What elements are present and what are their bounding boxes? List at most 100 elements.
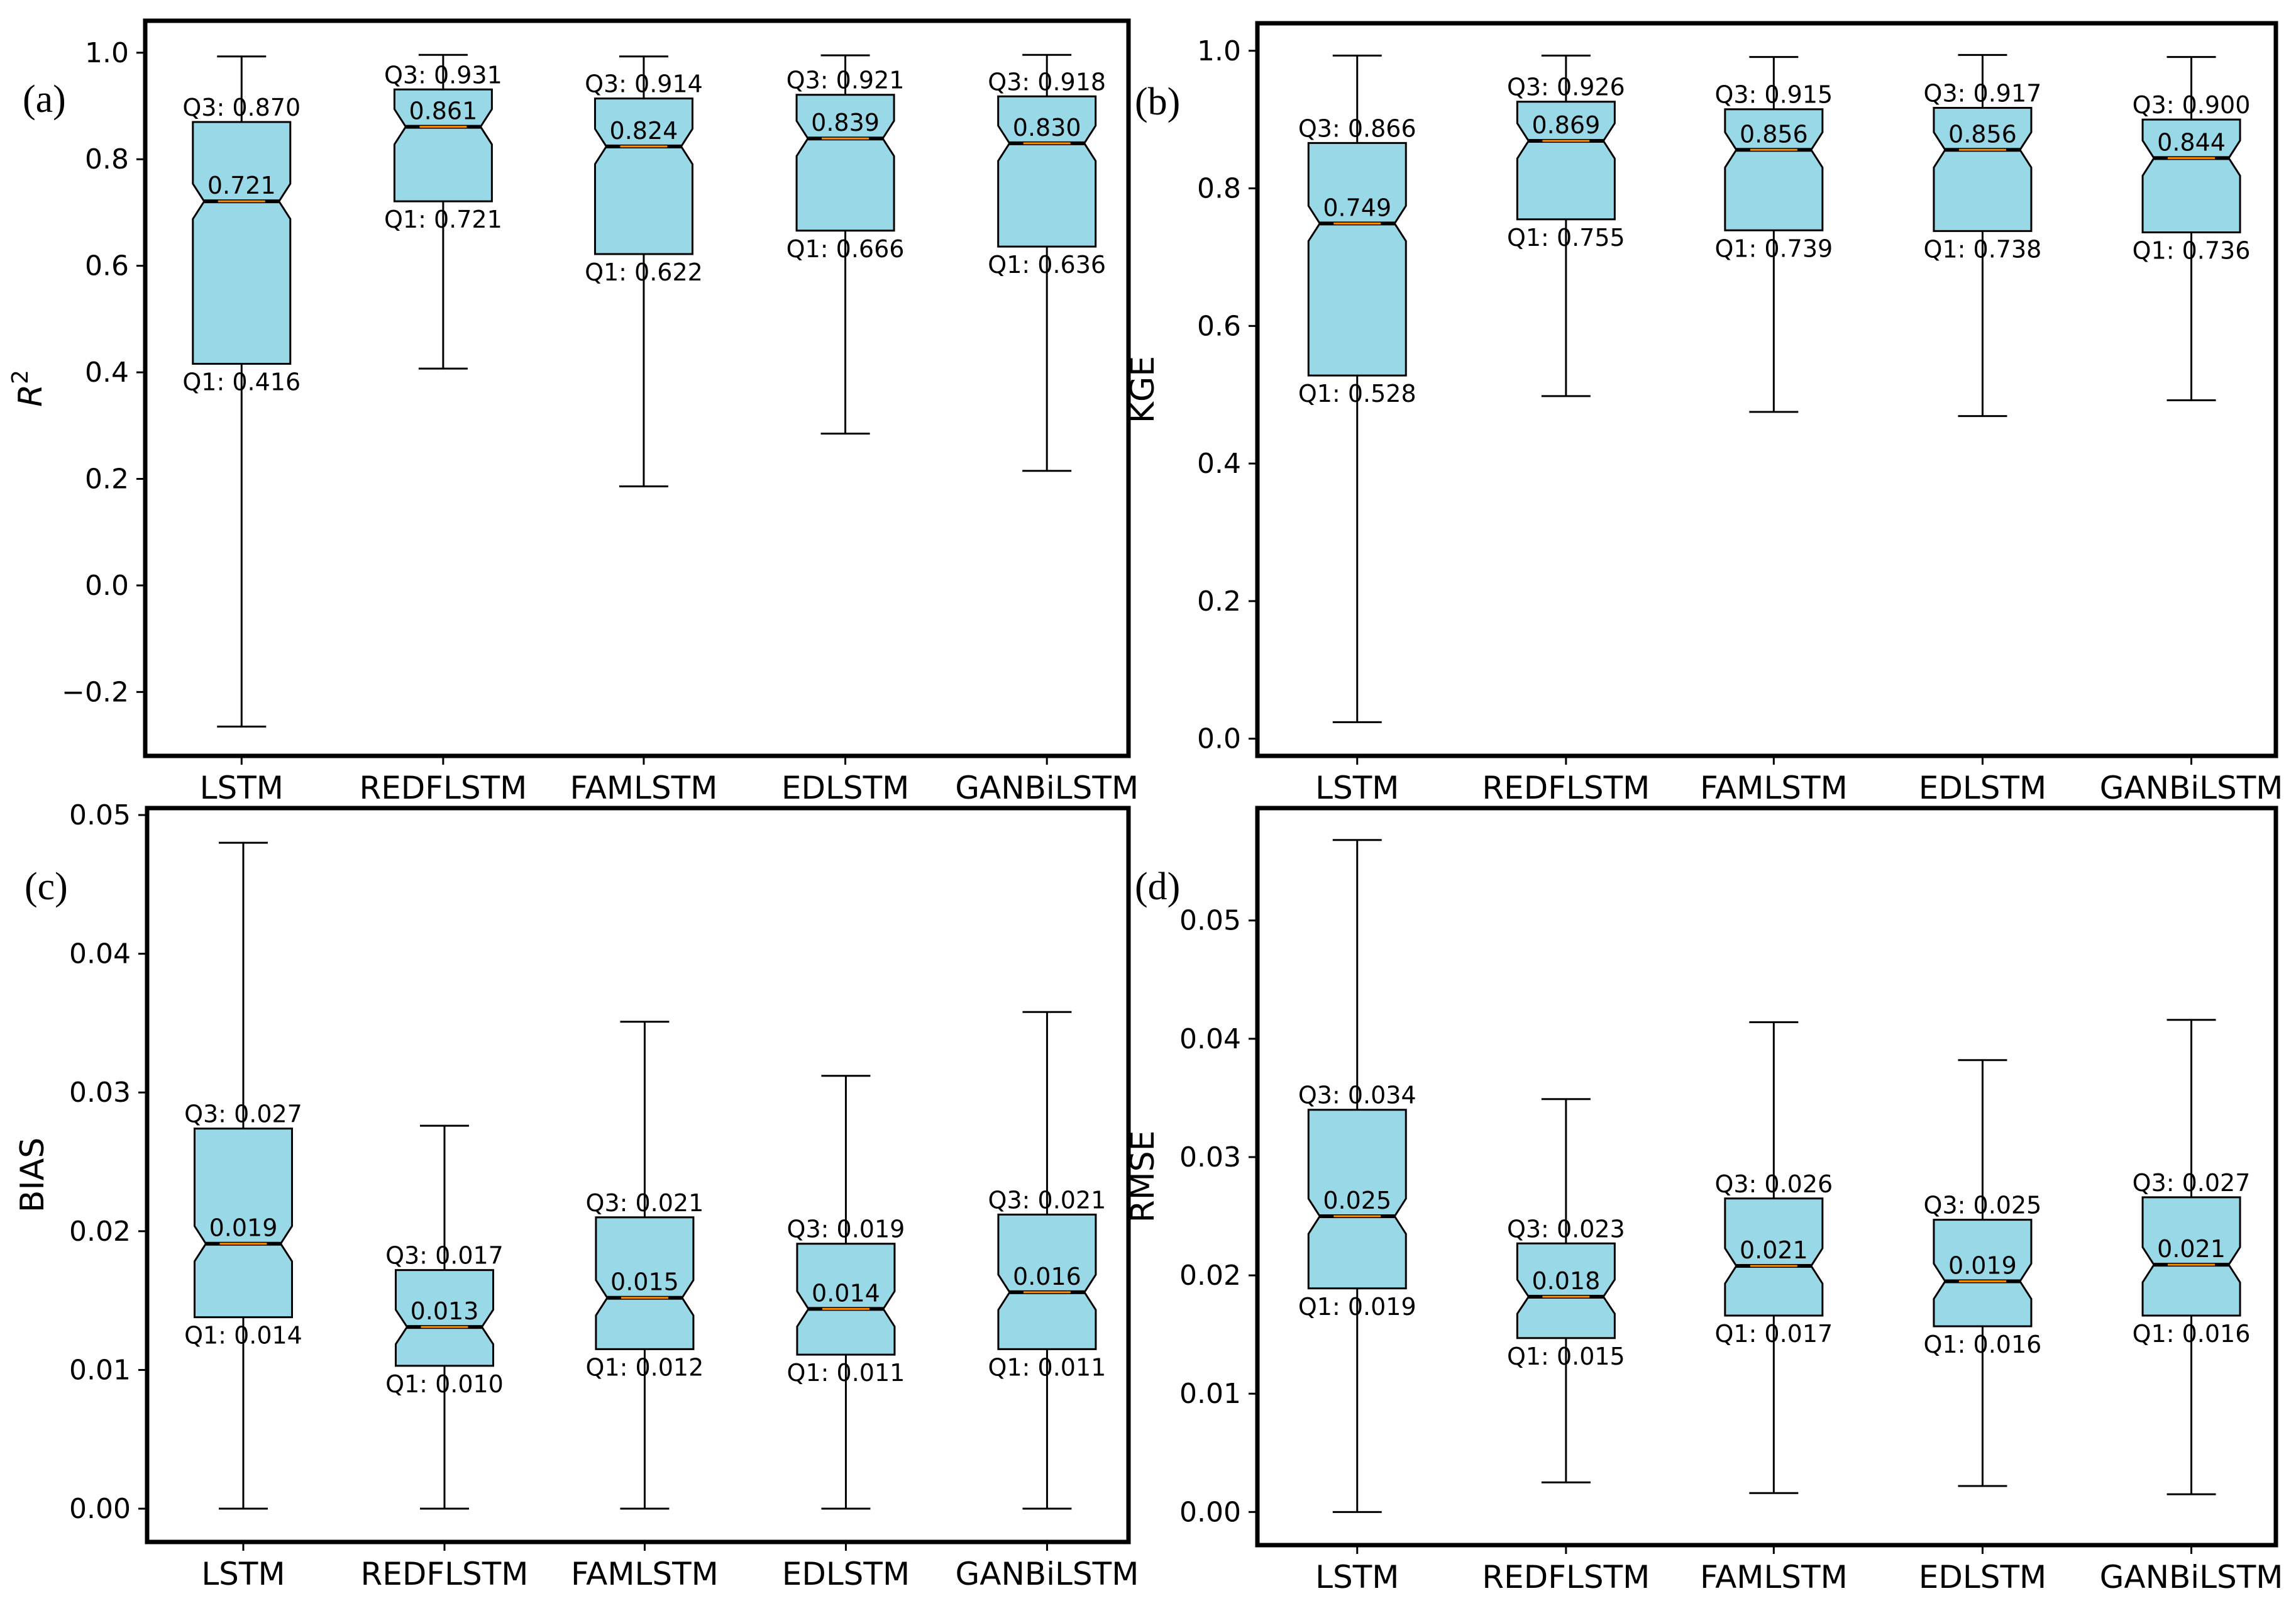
median-label: 0.869	[1532, 111, 1600, 139]
box-redflstm: Q3: 0.017 0.013 Q1: 0.010	[385, 1124, 504, 1510]
q1-label: Q1: 0.739	[1714, 235, 1833, 262]
chart-panel-c: 0.00 0.01 0.02 0.03 0.04 0.05 BIAS (c) Q3: 0.027…	[14, 799, 1139, 1592]
x-tick-label: LSTM	[1315, 770, 1399, 806]
box-edlstm: Q3: 0.921 0.839 Q1: 0.666	[786, 54, 905, 435]
plot-frame	[143, 18, 1131, 758]
y-tick-label: 0.04	[1179, 1023, 1241, 1055]
median-label: 0.844	[2157, 128, 2226, 156]
chart-panel-a: −0.2 0.0 0.2 0.4 0.6 0.8 1.0 R2 (a) Q3: 0.870 0.72…	[8, 18, 1139, 806]
box-famlstm: Q3: 0.026 0.021 Q1: 0.017	[1714, 1021, 1833, 1494]
chart-panel-d: 0.00 0.01 0.02 0.03 0.04 0.05 RMSE (d) Q3: 0.034…	[1124, 806, 2283, 1595]
iqr-box	[193, 1128, 293, 1319]
y-tick-label: 0.0	[85, 570, 129, 602]
q3-label: Q3: 0.027	[2133, 1169, 2251, 1197]
q1-label: Q1: 0.017	[1714, 1320, 1833, 1348]
iqr-box	[1307, 1109, 1407, 1290]
box-lstm: Q3: 0.866 0.749 Q1: 0.528	[1298, 54, 1416, 723]
plot-frame	[1255, 21, 2278, 758]
q1-label: Q1: 0.011	[988, 1353, 1107, 1381]
y-tick-label: 0.8	[1197, 173, 1241, 205]
box-lstm: Q3: 0.034 0.025 Q1: 0.019	[1298, 839, 1416, 1513]
q1-label: Q1: 0.666	[786, 235, 905, 263]
q1-label: Q1: 0.528	[1298, 380, 1416, 408]
x-tick-label: GANBiLSTM	[955, 770, 1139, 806]
box-famlstm: Q3: 0.915 0.856 Q1: 0.739	[1714, 56, 1833, 413]
median-label: 0.016	[1013, 1263, 1081, 1290]
q1-label: Q1: 0.736	[2133, 237, 2251, 265]
q3-label: Q3: 0.023	[1507, 1215, 1625, 1243]
y-tick-label: 0.02	[69, 1216, 131, 1248]
iqr-box	[997, 1213, 1097, 1350]
iqr-box	[192, 121, 292, 365]
x-tick-label: LSTM	[201, 1556, 285, 1592]
median-label: 0.018	[1532, 1267, 1600, 1295]
q3-label: Q3: 0.931	[384, 61, 502, 89]
y-tick-label: 0.8	[85, 143, 129, 175]
y-tick-label: 0.00	[69, 1493, 131, 1525]
median-label: 0.861	[409, 97, 477, 125]
y-tick-label: 0.05	[1179, 905, 1241, 937]
q3-label: Q3: 0.900	[2133, 91, 2251, 119]
q1-label: Q1: 0.016	[1924, 1331, 2042, 1358]
x-tick-label: EDLSTM	[781, 770, 909, 806]
box-redflstm: Q3: 0.023 0.018 Q1: 0.015	[1507, 1098, 1625, 1483]
iqr-box	[2141, 118, 2241, 234]
median-label: 0.830	[1013, 114, 1081, 141]
panel-label: (a)	[23, 78, 66, 121]
y-tick-label: 0.05	[69, 799, 131, 831]
x-tick-label: EDLSTM	[782, 1556, 910, 1592]
y-axis-title-text: R	[12, 384, 50, 407]
median-label: 0.025	[1323, 1187, 1391, 1214]
box-redflstm: Q3: 0.931 0.861 Q1: 0.721	[384, 53, 502, 370]
q3-label: Q3: 0.017	[385, 1242, 504, 1270]
box-edlstm: Q3: 0.019 0.014 Q1: 0.011	[787, 1075, 905, 1510]
y-tick-label: 0.4	[85, 357, 129, 389]
panel-label: (d)	[1135, 865, 1180, 908]
y-tick-label: −0.2	[62, 676, 129, 708]
iqr-box	[593, 97, 693, 255]
box-ganbilstm: Q3: 0.900 0.844 Q1: 0.736	[2133, 56, 2251, 401]
panel-label: (b)	[1135, 80, 1180, 123]
q3-label: Q3: 0.926	[1507, 74, 1625, 101]
q1-label: Q1: 0.010	[385, 1370, 504, 1398]
box-ganbilstm: Q3: 0.027 0.021 Q1: 0.016	[2133, 1019, 2251, 1495]
x-tick-label: EDLSTM	[1919, 770, 2046, 806]
panel-label: (c)	[25, 865, 68, 908]
q3-label: Q3: 0.921	[786, 67, 905, 94]
x-tick-label: FAMLSTM	[1700, 770, 1848, 806]
box-famlstm: Q3: 0.021 0.015 Q1: 0.012	[586, 1021, 704, 1510]
x-tick-label: FAMLSTM	[1700, 1559, 1848, 1595]
median-label: 0.721	[207, 172, 276, 199]
median-label: 0.856	[1948, 120, 2017, 148]
y-axis-title: R2	[8, 370, 50, 407]
x-tick-label: REDFLSTM	[1482, 1559, 1650, 1595]
plot-frame	[145, 806, 1131, 1544]
box-edlstm: Q3: 0.917 0.856 Q1: 0.738	[1924, 53, 2042, 418]
q1-label: Q1: 0.012	[586, 1353, 704, 1381]
x-tick-label: GANBiLSTM	[2100, 770, 2283, 806]
median-label: 0.749	[1323, 194, 1391, 221]
q1-label: Q1: 0.721	[384, 206, 502, 233]
x-tick-label: REDFLSTM	[361, 1556, 529, 1592]
q1-label: Q1: 0.738	[1924, 235, 2042, 263]
q1-label: Q1: 0.636	[988, 251, 1106, 279]
median-label: 0.019	[209, 1214, 278, 1242]
box-ganbilstm: Q3: 0.021 0.016 Q1: 0.011	[988, 1011, 1107, 1510]
q1-label: Q1: 0.014	[184, 1322, 302, 1350]
q1-label: Q1: 0.015	[1507, 1343, 1625, 1370]
y-axis-title: RMSE	[1124, 1131, 1162, 1223]
q3-label: Q3: 0.021	[988, 1186, 1107, 1214]
y-tick-label: 0.04	[69, 938, 131, 970]
plot-frame	[1255, 806, 2278, 1548]
median-label: 0.824	[610, 117, 678, 145]
q1-label: Q1: 0.019	[1298, 1293, 1416, 1321]
y-tick-label: 0.4	[1197, 448, 1241, 480]
y-axis-title: KGE	[1124, 356, 1162, 423]
x-tick-label: GANBiLSTM	[2100, 1559, 2283, 1595]
box-ganbilstm: Q3: 0.918 0.830 Q1: 0.636	[988, 53, 1106, 472]
q1-label: Q1: 0.622	[585, 258, 703, 286]
box-famlstm: Q3: 0.914 0.824 Q1: 0.622	[585, 55, 703, 487]
q3-label: Q3: 0.021	[586, 1189, 704, 1217]
x-tick-label: REDFLSTM	[359, 770, 527, 806]
y-axis-title-superscript: 2	[8, 370, 33, 384]
